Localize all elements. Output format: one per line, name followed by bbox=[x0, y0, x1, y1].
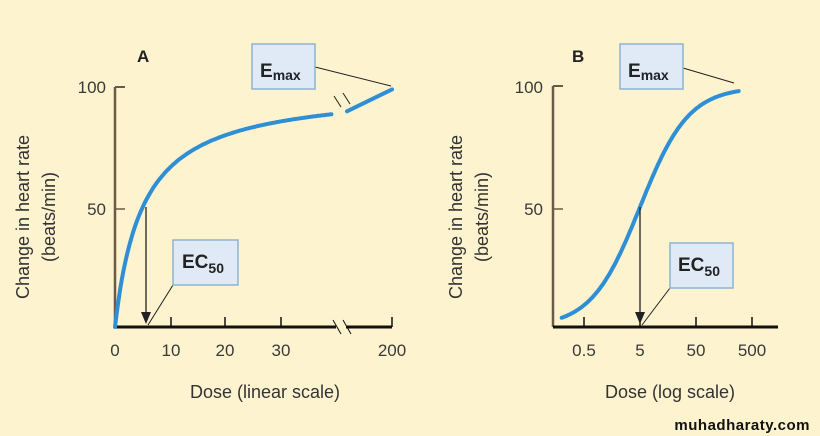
panel-b-emax-pointer bbox=[682, 67, 735, 84]
axis-break-mark bbox=[332, 319, 342, 335]
panel-b-title: B bbox=[572, 47, 584, 66]
panel-a: A 50 100 0 10 20 30 200 Dose (linear scale) … bbox=[13, 43, 406, 402]
panel-b-xtick-label: 500 bbox=[738, 341, 766, 360]
panel-a-emax-callout: Emax bbox=[251, 43, 316, 90]
svg-text:Emax: Emax bbox=[628, 61, 669, 83]
arrowhead-icon bbox=[141, 312, 151, 324]
ec50-subscript: 50 bbox=[704, 263, 720, 279]
panel-a-xtick-label: 0 bbox=[110, 341, 119, 360]
svg-text:EC50: EC50 bbox=[182, 252, 224, 276]
emax-subscript: max bbox=[641, 67, 669, 83]
svg-text:EC50: EC50 bbox=[678, 255, 720, 279]
panel-b: B 50 100 0.5 5 50 500 Dose (log scale) Chan… bbox=[446, 43, 778, 402]
panel-a-x-label: Dose (linear scale) bbox=[190, 382, 340, 402]
emax-label: E bbox=[260, 61, 273, 82]
panel-b-ytick-label: 50 bbox=[524, 200, 543, 219]
panel-a-ec50-callout: EC50 bbox=[172, 239, 239, 286]
curve-break-mark bbox=[342, 92, 351, 105]
panel-a-title: A bbox=[137, 47, 149, 66]
panel-b-response-curve bbox=[559, 89, 741, 320]
panel-a-xtick-label: 30 bbox=[272, 341, 291, 360]
watermark: muhadharaty.com bbox=[674, 417, 810, 434]
emax-subscript: max bbox=[273, 67, 301, 83]
panel-b-xtick-label: 0.5 bbox=[572, 341, 596, 360]
panel-a-y-label: Change in heart rate bbox=[13, 135, 33, 299]
panel-a-xtick-label: 10 bbox=[162, 341, 181, 360]
panel-a-response-curve bbox=[113, 112, 334, 329]
panel-b-y-label: Change in heart rate bbox=[446, 135, 466, 299]
panel-b-xtick-label: 5 bbox=[635, 341, 644, 360]
panel-b-ec50-pointer bbox=[641, 287, 671, 326]
svg-text:Emax: Emax bbox=[260, 61, 301, 83]
ec50-subscript: 50 bbox=[208, 260, 224, 276]
panel-a-ec50-pointer bbox=[147, 284, 174, 326]
panel-a-y-label-units: (beats/min) bbox=[39, 172, 59, 262]
emax-label: E bbox=[628, 61, 641, 82]
ec50-label: EC bbox=[182, 252, 209, 273]
panel-a-ytick-label: 100 bbox=[78, 78, 106, 97]
panel-a-emax-pointer bbox=[314, 66, 392, 87]
curve-break-mark bbox=[333, 95, 342, 108]
ec50-label: EC bbox=[678, 255, 705, 276]
panel-b-ec50-callout: EC50 bbox=[669, 242, 734, 289]
panel-b-emax-callout: Emax bbox=[619, 43, 684, 90]
panel-a-response-curve-tail bbox=[345, 87, 394, 114]
axis-break-mark bbox=[342, 319, 352, 335]
panel-b-xtick-label: 50 bbox=[687, 341, 706, 360]
arrowhead-icon bbox=[635, 312, 645, 324]
panel-a-ytick-label: 50 bbox=[87, 200, 106, 219]
panel-a-xtick-label: 20 bbox=[216, 341, 235, 360]
panel-b-x-label: Dose (log scale) bbox=[605, 382, 735, 402]
panel-b-ytick-label: 100 bbox=[515, 78, 543, 97]
panel-a-xtick-label: 200 bbox=[378, 341, 406, 360]
panel-b-y-label-units: (beats/min) bbox=[472, 172, 492, 262]
